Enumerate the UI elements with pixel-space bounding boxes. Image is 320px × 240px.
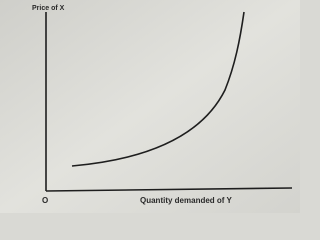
page: Price of X O Quantity demanded of Y (() … bbox=[0, 0, 300, 213]
demand-curve bbox=[71, 11, 245, 167]
background bbox=[0, 0, 300, 213]
x-axis bbox=[45, 187, 293, 192]
y-axis-label: Price of X bbox=[32, 5, 65, 12]
origin-label: O bbox=[42, 196, 48, 205]
diagram: Price of X O Quantity demanded of Y bbox=[0, 0, 300, 213]
x-axis-label: Quantity demanded of Y bbox=[140, 196, 233, 205]
